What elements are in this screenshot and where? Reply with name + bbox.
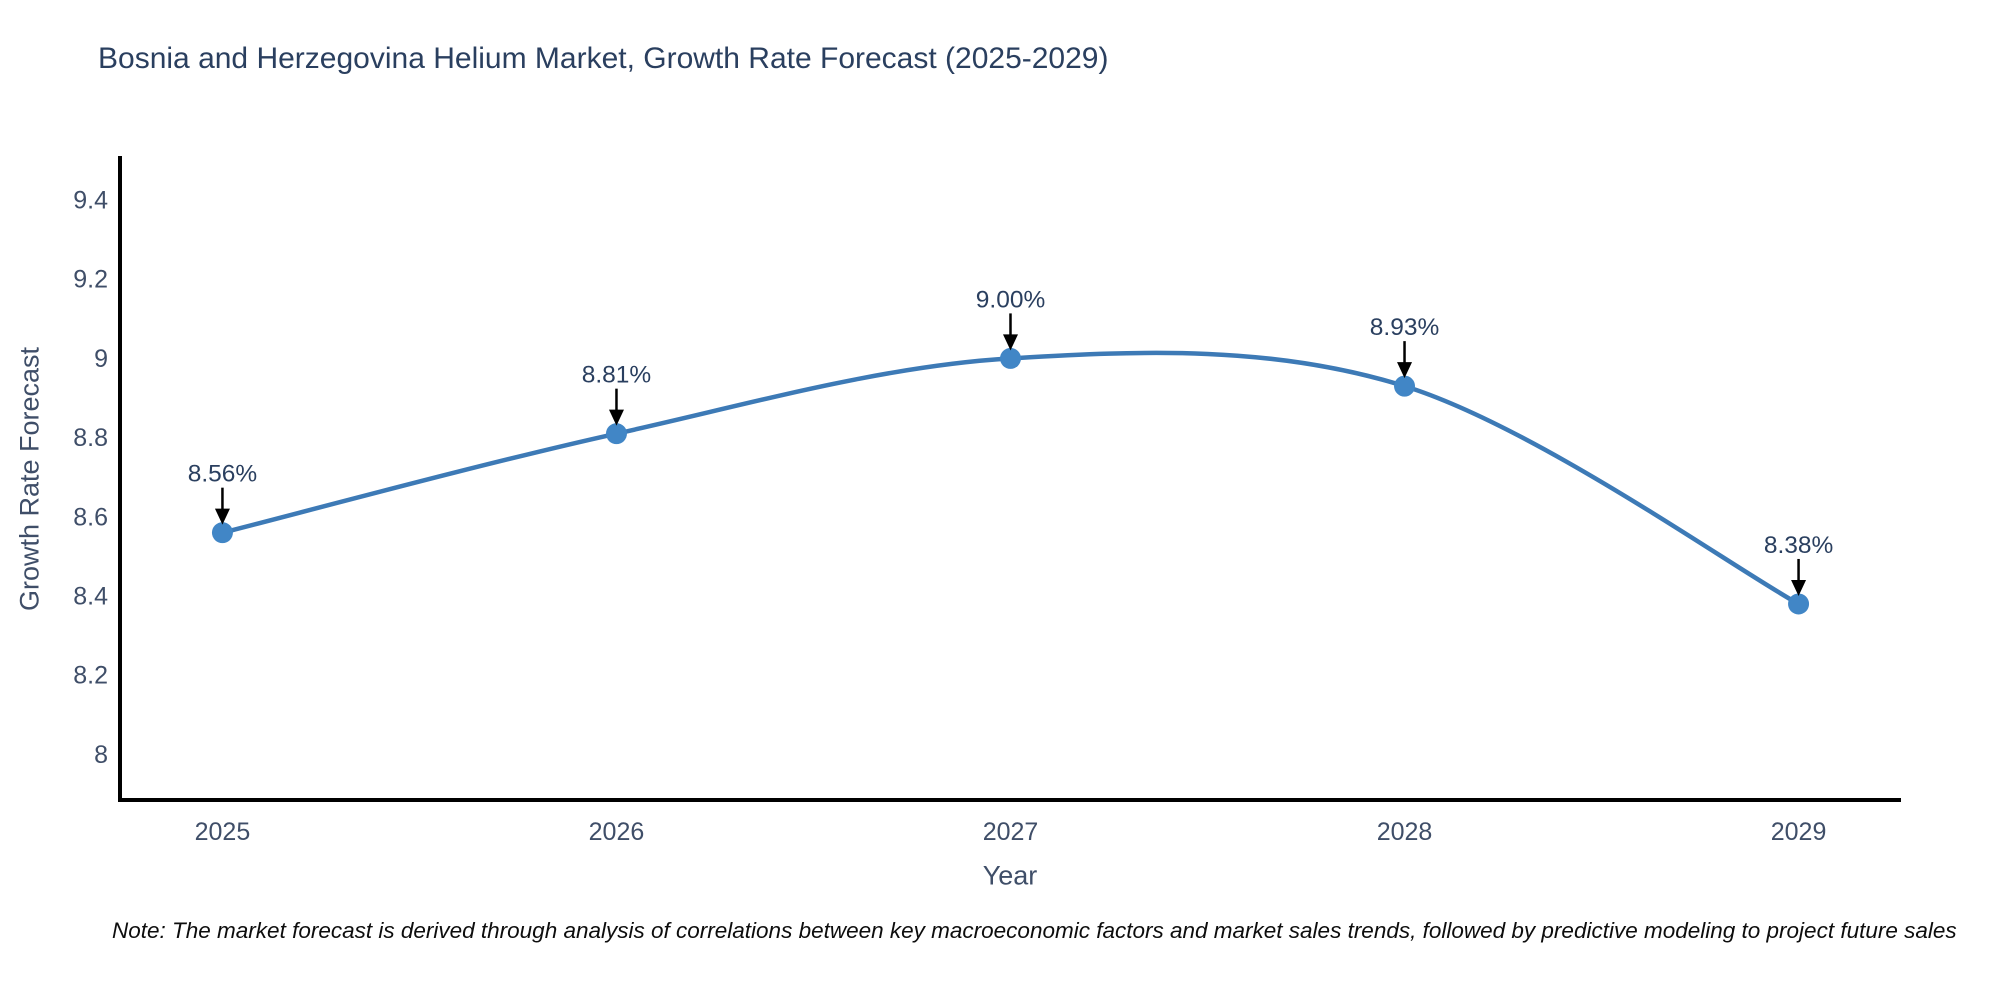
annotation-arrowhead-icon	[1791, 579, 1807, 596]
footnote: Note: The market forecast is derived thr…	[112, 918, 1957, 943]
data-point-label: 8.56%	[188, 461, 257, 488]
data-point-marker	[1788, 593, 1810, 615]
data-point-marker	[1000, 347, 1021, 369]
data-point-marker	[211, 522, 233, 544]
annotation-arrowhead-icon	[1397, 362, 1413, 379]
chart-title: Bosnia and Herzegovina Helium Market, Gr…	[98, 42, 1109, 75]
data-point-label: 9.00%	[976, 286, 1045, 313]
x-tick-label: 2026	[589, 818, 645, 846]
x-tick-label: 2029	[1771, 818, 1827, 846]
x-tick-label: 2027	[983, 818, 1039, 846]
series-line	[220, 350, 1801, 607]
annotation-arrowhead-icon	[608, 409, 624, 426]
x-tick-label: 2025	[195, 818, 251, 846]
annotation-arrowhead-icon	[214, 508, 230, 525]
annotation-arrowhead-icon	[1003, 334, 1018, 351]
y-tick-label: 8	[94, 741, 108, 769]
y-tick-label: 8.6	[73, 503, 108, 531]
x-tick-label: 2028	[1377, 818, 1433, 846]
y-tick-label: 8.4	[73, 583, 108, 611]
y-tick-label: 9	[94, 345, 108, 373]
x-axis-title: Year	[982, 860, 1038, 891]
y-tick-label: 8.2	[73, 662, 108, 690]
y-tick-label: 9.2	[73, 266, 108, 294]
y-tick-label: 8.8	[73, 424, 108, 452]
data-point-label: 8.81%	[582, 362, 651, 389]
data-point-marker	[605, 423, 627, 445]
data-point-marker	[1394, 375, 1416, 397]
data-point-label: 8.93%	[1370, 314, 1439, 341]
y-tick-label: 9.4	[73, 186, 108, 214]
data-point-label: 8.38%	[1764, 532, 1833, 559]
